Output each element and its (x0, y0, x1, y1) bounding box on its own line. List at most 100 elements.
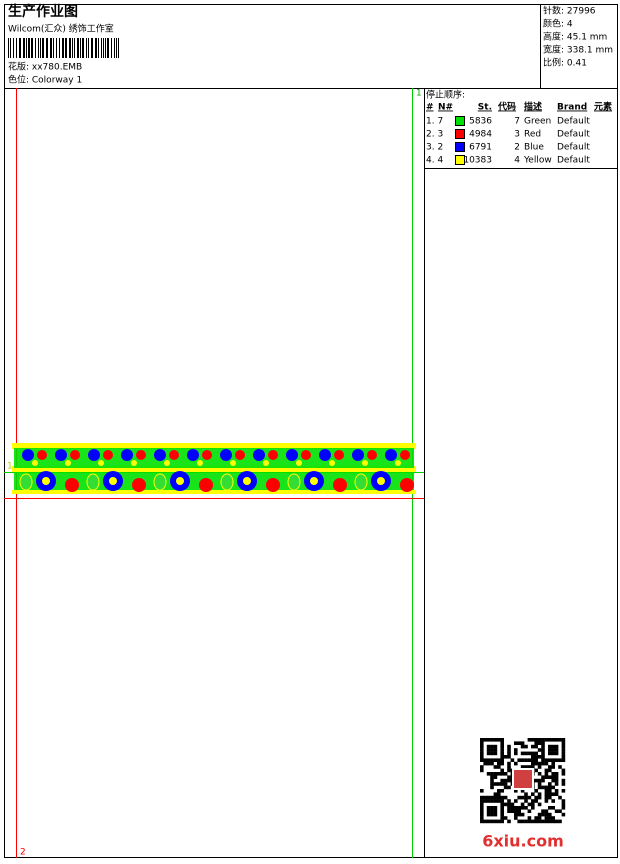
bar (16, 38, 17, 58)
bar (118, 38, 119, 58)
qr-module (520, 795, 525, 800)
flower (42, 477, 50, 485)
qr-module (537, 816, 542, 820)
order: 2. 3 (426, 130, 443, 140)
qr-module (480, 744, 484, 749)
qr-module (541, 755, 545, 759)
leaf (19, 473, 33, 491)
qr-module (500, 816, 504, 820)
qr-module (493, 744, 498, 749)
brand: Default (557, 143, 590, 153)
qr-module (500, 772, 504, 776)
qr-module (537, 802, 542, 807)
flower (169, 450, 179, 460)
qr-module (561, 802, 566, 807)
code: 3 (514, 130, 520, 140)
qr-module (507, 755, 511, 759)
qr-module (497, 772, 501, 776)
qr-module (551, 751, 555, 756)
color-swatch (455, 142, 465, 152)
qr-module (544, 809, 549, 813)
bar (69, 38, 71, 58)
bar (38, 38, 39, 58)
qr-module (544, 768, 549, 773)
qr-module (483, 761, 487, 766)
qr-module (548, 775, 552, 779)
qr-module (500, 768, 504, 773)
bar (98, 38, 99, 58)
qr-module (544, 785, 549, 790)
qr-module (548, 782, 552, 786)
qr-module (493, 758, 498, 762)
qr-module (544, 761, 549, 766)
qr-module (524, 819, 528, 824)
qr-module (561, 782, 566, 786)
qr-module (537, 812, 542, 817)
qr-module (480, 809, 484, 813)
qr-module (483, 795, 487, 800)
qr-module (524, 765, 528, 769)
qr-module (490, 806, 494, 810)
description: Blue (524, 143, 544, 153)
code: 2 (514, 143, 520, 153)
leaf (287, 473, 301, 491)
qr-module (503, 755, 508, 759)
column-header: Brand (557, 103, 587, 113)
qr-module (531, 806, 535, 810)
code: 4 (514, 156, 520, 166)
qr-module (490, 758, 494, 762)
qr-module (541, 751, 545, 756)
bar (31, 38, 33, 58)
qr-module (500, 758, 504, 762)
qr-module (486, 809, 491, 813)
qr-module (490, 744, 494, 749)
flower (362, 460, 368, 466)
qr-module (480, 806, 484, 810)
qr-module (520, 751, 525, 756)
flower (310, 477, 318, 485)
qr-module (497, 799, 501, 803)
qr-module (480, 765, 484, 769)
qr-module (544, 792, 549, 796)
qr-module (554, 819, 559, 824)
qr-module (534, 816, 538, 820)
flower (296, 460, 302, 466)
qr-module (500, 806, 504, 810)
qr-module (490, 775, 494, 779)
qr-module (527, 751, 532, 756)
qr-module (537, 782, 542, 786)
flower (367, 450, 377, 460)
qr-module (531, 744, 535, 749)
qr-module (531, 792, 535, 796)
qr-module (558, 795, 562, 800)
qr-module (534, 789, 538, 793)
qr-module (497, 758, 501, 762)
qr-module (514, 751, 518, 756)
qr-module (490, 748, 494, 752)
qr-module (537, 792, 542, 796)
colorway: 色位: Colorway 1 (8, 74, 82, 86)
qr-code (480, 738, 566, 824)
qr-module (497, 738, 501, 742)
qr-module (500, 755, 504, 759)
qr-module (483, 758, 487, 762)
qr-module (507, 785, 511, 790)
qr-module (524, 792, 528, 796)
bar (88, 38, 89, 58)
flower (88, 449, 100, 461)
qr-module (541, 741, 545, 745)
qr-module (490, 751, 494, 756)
qr-module (531, 751, 535, 756)
qr-module (551, 778, 555, 783)
qr-module (541, 778, 545, 783)
qr-module (500, 748, 504, 752)
qr-module (503, 785, 508, 790)
bar (107, 38, 109, 58)
flower (243, 477, 251, 485)
qr-module (558, 758, 562, 762)
qr-module (493, 772, 498, 776)
qr-module (561, 806, 566, 810)
flower (32, 460, 38, 466)
qr-module (517, 741, 521, 745)
